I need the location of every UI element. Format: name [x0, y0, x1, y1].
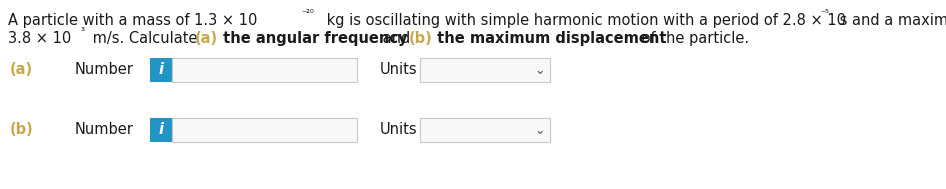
Text: the angular frequency: the angular frequency [218, 31, 408, 46]
FancyBboxPatch shape [172, 118, 357, 142]
FancyBboxPatch shape [420, 118, 550, 142]
Text: Units: Units [380, 122, 417, 138]
Text: i: i [159, 63, 164, 77]
FancyBboxPatch shape [150, 58, 172, 82]
Text: i: i [159, 122, 164, 138]
FancyBboxPatch shape [150, 118, 172, 142]
Text: and: and [378, 31, 415, 46]
Text: the maximum displacement: the maximum displacement [432, 31, 667, 46]
FancyBboxPatch shape [420, 58, 550, 82]
FancyBboxPatch shape [172, 58, 357, 82]
Text: Number: Number [75, 63, 134, 77]
Text: of the particle.: of the particle. [637, 31, 749, 46]
Text: m/s. Calculate: m/s. Calculate [88, 31, 202, 46]
Text: ⌄: ⌄ [534, 64, 545, 77]
Text: ⁻⁵: ⁻⁵ [820, 9, 829, 19]
Text: (a): (a) [195, 31, 219, 46]
Text: (b): (b) [409, 31, 432, 46]
Text: ³: ³ [80, 27, 84, 37]
Text: ⌄: ⌄ [534, 123, 545, 136]
Text: ⁻²⁰: ⁻²⁰ [301, 9, 314, 19]
Text: kg is oscillating with simple harmonic motion with a period of 2.8 × 10: kg is oscillating with simple harmonic m… [322, 13, 846, 28]
Text: 3.8 × 10: 3.8 × 10 [8, 31, 71, 46]
Text: (b): (b) [10, 122, 34, 138]
Text: A particle with a mass of 1.3 × 10: A particle with a mass of 1.3 × 10 [8, 13, 257, 28]
Text: s and a maximum speed of: s and a maximum speed of [835, 13, 946, 28]
Text: Number: Number [75, 122, 134, 138]
Text: (a): (a) [10, 63, 33, 77]
Text: Units: Units [380, 63, 417, 77]
